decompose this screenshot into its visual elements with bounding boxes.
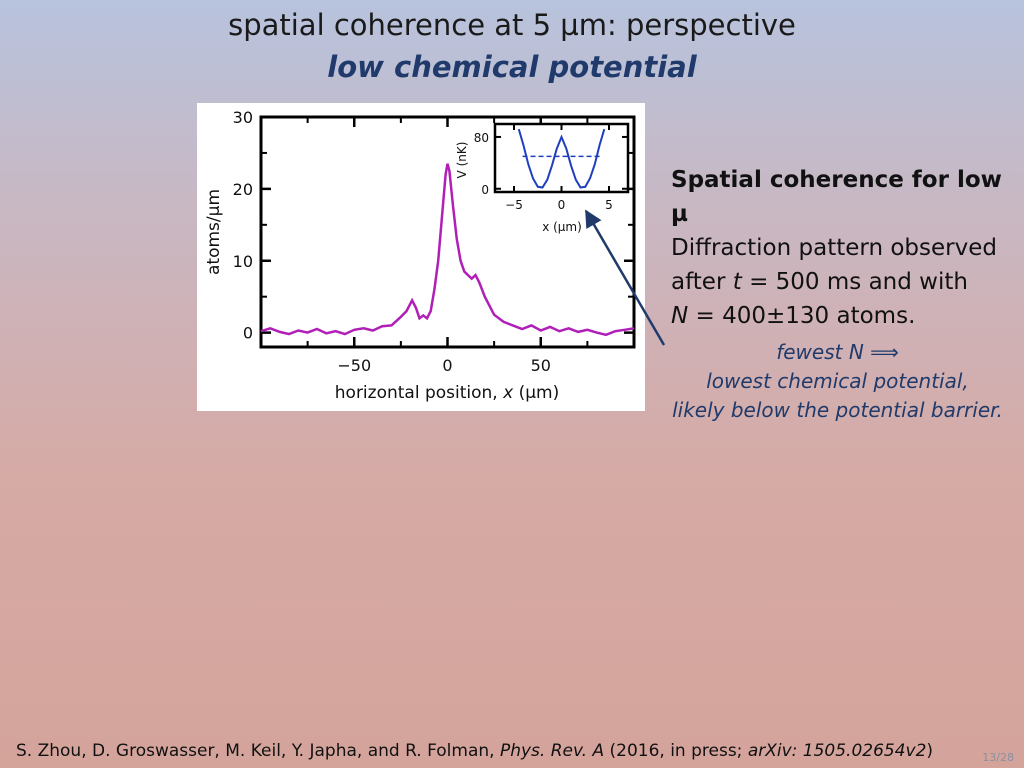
main-ticks (260, 115, 635, 347)
annotation-note: fewest N ⟹ lowest chemical potential, li… (655, 338, 1020, 425)
main-x-axis-label: horizontal position, x (µm) (335, 383, 559, 403)
main-y-tick-label: 10 (233, 252, 253, 271)
slide-subtitle: low chemical potential (327, 50, 697, 84)
inset-y-tick-label: 80 (474, 131, 489, 145)
description-line-2: after t = 500 ms and with (671, 269, 968, 295)
atoms-density-trace (260, 163, 635, 337)
inset-y-tick-label: 0 (481, 183, 489, 197)
inset-x-tick-label: 5 (605, 198, 613, 212)
description-line-1: Diffraction pattern observed (671, 235, 997, 261)
inset-x-axis-label: x (µm) (542, 220, 582, 234)
description-heading: Spatial coherence for low µ (671, 167, 1002, 227)
note-line-1: fewest N ⟹ (776, 340, 899, 364)
inset-x-tick-label: −5 (505, 198, 523, 212)
main-x-tick-label: −50 (337, 356, 371, 375)
slide-title: spatial coherence at 5 µm: perspective (228, 8, 796, 42)
note-line-3: likely below the potential barrier. (672, 398, 1003, 422)
main-y-tick-label: 0 (243, 324, 253, 343)
inset-potential-curve (517, 128, 606, 189)
main-y-axis-label: atoms/µm (204, 189, 224, 275)
description-text: Spatial coherence for low µ Diffraction … (671, 163, 1016, 333)
inset-tick-labels: −5 0 5 0 80 (474, 131, 613, 212)
main-y-tick-label: 30 (233, 108, 253, 127)
inset-x-tick-label: 0 (558, 198, 566, 212)
main-y-tick-label: 20 (233, 180, 253, 199)
diffraction-figure: −50 0 50 0 10 20 30 horizontal position, x (µm… (197, 103, 645, 411)
main-x-tick-label: 0 (442, 356, 452, 375)
inset-ticks (495, 124, 628, 192)
main-x-tick-label: 50 (531, 356, 551, 375)
inset-plot: −5 0 5 0 80 x (µm) V (nK) (455, 122, 630, 234)
note-line-2: lowest chemical potential, (706, 369, 969, 393)
inset-y-axis-label: V (nK) (455, 142, 469, 179)
arrow-line (584, 209, 666, 346)
description-line-3: N = 400±130 atoms. (671, 303, 916, 329)
slide-number: 13/28 (982, 751, 1014, 764)
citation: S. Zhou, D. Groswasser, M. Keil, Y. Japh… (16, 741, 934, 761)
